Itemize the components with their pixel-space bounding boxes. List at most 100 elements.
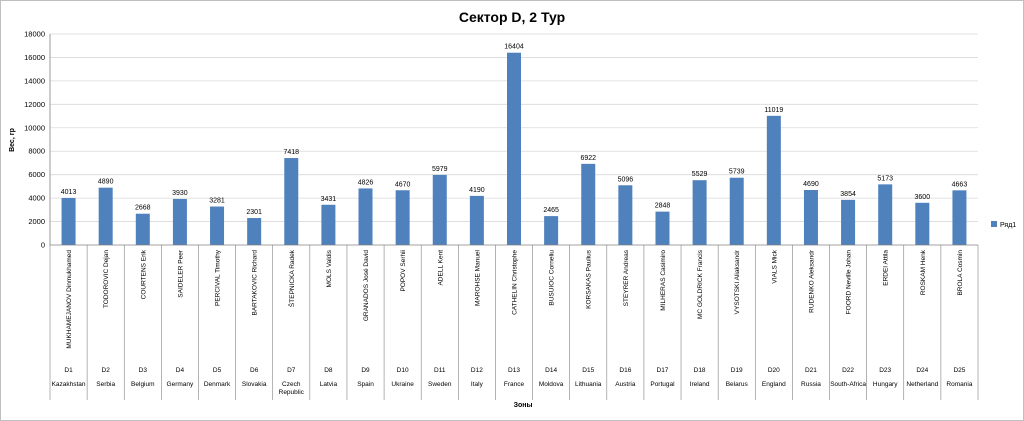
bar [729, 177, 744, 245]
legend-label: Ряд1 [1000, 222, 1016, 229]
category-zone-label: D7 [287, 367, 296, 374]
category-country-label: Ireland [690, 381, 710, 388]
category-country-label: Serbia [96, 381, 115, 388]
category-country-label: England [762, 381, 786, 388]
bars [61, 52, 967, 246]
bar [766, 115, 781, 246]
category-name-label: PERCIVAL Timothy [215, 249, 222, 306]
category-country-label: Denmark [204, 381, 231, 388]
category-zone-label: D10 [397, 367, 409, 374]
data-label: 3600 [915, 194, 931, 201]
category-name-label: ŠTEPNICKA Radek [287, 249, 296, 307]
data-label: 2848 [655, 203, 671, 210]
data-label: 3930 [172, 190, 188, 197]
y-tick-label: 18000 [24, 30, 45, 39]
data-label: 3431 [321, 196, 337, 203]
category-name-label: VIALS Mick [771, 249, 778, 283]
bar [247, 218, 262, 245]
category-name-label: VYSOTSKI Aliaksandr [734, 249, 741, 314]
category-zone-label: D18 [694, 367, 706, 374]
bar [172, 198, 187, 245]
data-label: 3281 [209, 198, 225, 205]
category-name-label: MUKHAMEJANOV Dinmukhamed [66, 250, 73, 349]
category-zone-label: D2 [102, 367, 111, 374]
x-axis-label: Зоны [514, 402, 533, 409]
category-country-line: Czech [282, 381, 301, 388]
category-zone-label: D5 [213, 367, 222, 374]
category-country-label: South-Africa [830, 381, 866, 388]
category-name-label: CATHELIN Christophe [512, 250, 519, 315]
data-label: 5739 [729, 169, 745, 176]
category-country-label: Belgium [131, 381, 154, 388]
data-label: 2465 [543, 207, 559, 214]
category-zone-label: D16 [619, 367, 631, 374]
category-zone-label: D25 [953, 367, 965, 374]
category-zone-label: D13 [508, 367, 520, 374]
bar [878, 184, 893, 245]
bar [544, 216, 559, 245]
category-name-label: POPOV Serhii [400, 250, 407, 292]
data-label: 7418 [283, 149, 299, 156]
category-name-label: ADELL Kent [437, 250, 444, 286]
category-country-label: Latvia [320, 381, 338, 388]
category-zone-label: D22 [842, 367, 854, 374]
bar [915, 202, 930, 245]
category-name-label: ROSKAM Henk [920, 249, 927, 295]
data-label: 5173 [877, 175, 893, 182]
category-name-label: FOORD Neville Johan [846, 250, 853, 315]
category-zone-label: D19 [731, 367, 743, 374]
data-label: 6922 [580, 155, 596, 162]
category-zone-label: D4 [176, 367, 185, 374]
category-country-label: Czech Republic [279, 381, 305, 396]
bar [395, 190, 410, 245]
y-tick-label: 0 [41, 241, 45, 250]
category-labels: MUKHAMEJANOV Dinmukhamed D1 Kazakhstan TODO… [52, 249, 973, 396]
data-labels: 4013 4890 2668 3930 3281 2301 7418 3431 4826 4670… [61, 44, 968, 216]
category-zone-label: D23 [879, 367, 891, 374]
category-country-label: Russia [801, 381, 821, 388]
category-country-label: Germany [167, 381, 194, 388]
y-tick-label: 8000 [28, 147, 45, 156]
data-label: 4663 [952, 181, 968, 188]
category-country-label: Belarus [726, 381, 749, 388]
category-name-label: ERDEI Attila [883, 250, 890, 286]
legend: Ряд1 [991, 221, 1016, 229]
axes: 0 2000 4000 6000 8000 10000 12000 14000 16000 180… [24, 30, 979, 400]
data-label: 5979 [432, 166, 448, 173]
bar [507, 52, 521, 246]
data-label: 11019 [764, 107, 783, 114]
bar [284, 158, 299, 245]
y-tick-label: 16000 [24, 53, 45, 62]
bar [841, 199, 856, 245]
category-zone-label: D1 [64, 367, 73, 374]
y-tick-label: 4000 [28, 194, 45, 203]
bar [135, 213, 150, 245]
category-country-label: Sweden [428, 381, 452, 388]
category-name-label: SAIDELER Peer [177, 249, 184, 298]
category-zone-label: D24 [916, 367, 928, 374]
category-zone-label: D15 [582, 367, 594, 374]
legend-swatch [991, 221, 997, 227]
data-label: 3854 [840, 191, 856, 198]
category-zone-label: D21 [805, 367, 817, 374]
category-name-label: BUSUIOC Corneliu [549, 250, 556, 306]
category-country-label: Moldova [539, 381, 564, 388]
category-country-label: Spain [357, 381, 374, 388]
category-zone-label: D8 [324, 367, 333, 374]
category-name-label: BARTAKOVIC Richard [252, 250, 259, 316]
category-country-label: Portugal [650, 381, 675, 388]
y-tick-label: 6000 [28, 170, 45, 179]
category-name-label: BROLA Cosmin [957, 250, 964, 296]
category-zone-label: D14 [545, 367, 557, 374]
category-country-label: Austria [615, 381, 636, 388]
category-country-label: Lithuania [575, 381, 602, 388]
data-label: 2668 [135, 205, 151, 212]
bar [692, 180, 707, 245]
category-zone-label: D3 [139, 367, 148, 374]
y-tick-label: 12000 [24, 100, 45, 109]
category-country-label: Slovakia [242, 381, 267, 388]
bar [469, 195, 484, 245]
category-country-label: Kazakhstan [52, 381, 86, 388]
category-name-label: MOLS Valdis [326, 249, 333, 287]
bar [432, 174, 447, 245]
